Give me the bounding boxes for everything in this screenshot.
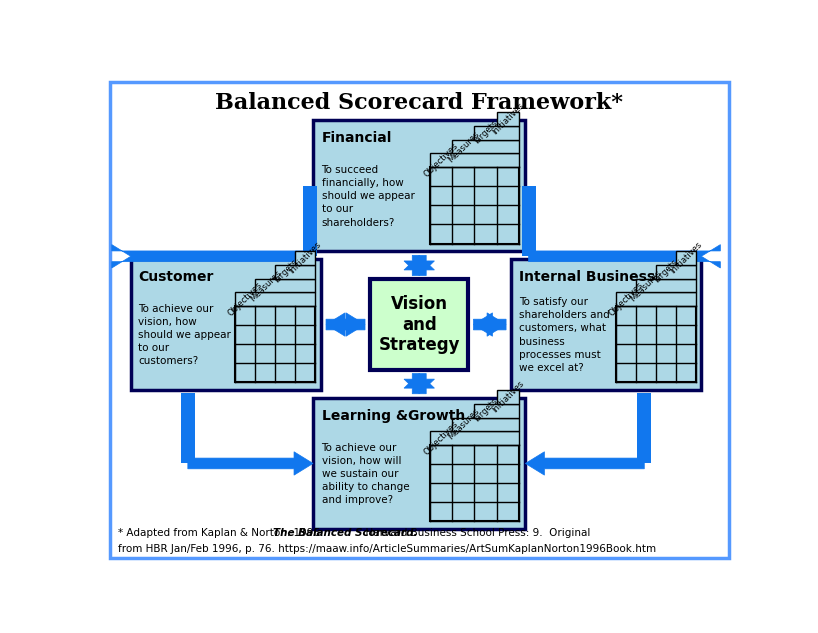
Polygon shape — [112, 244, 310, 268]
Bar — [452, 140, 519, 153]
Polygon shape — [188, 452, 313, 475]
Bar — [497, 390, 519, 404]
Polygon shape — [326, 313, 365, 336]
Bar — [676, 251, 695, 265]
Polygon shape — [404, 255, 434, 275]
Polygon shape — [404, 255, 434, 275]
Text: Targets: Targets — [472, 397, 500, 425]
Bar — [616, 306, 695, 382]
Polygon shape — [474, 313, 506, 336]
Text: To satisfy our
shareholders and
customers, what
business
processes must
we excel: To satisfy our shareholders and customer… — [519, 297, 609, 373]
Bar — [616, 292, 695, 306]
Polygon shape — [474, 313, 506, 336]
Text: To achieve our
vision, how will
we sustain our
ability to change
and improve?: To achieve our vision, how will we susta… — [321, 442, 409, 505]
Bar — [429, 445, 519, 522]
Text: Balanced Scorecard Framework*: Balanced Scorecard Framework* — [215, 92, 623, 114]
Text: Objectives: Objectives — [422, 141, 460, 179]
Bar — [637, 392, 651, 463]
Text: To achieve our
vision, how
should we appear
to our
customers?: To achieve our vision, how should we app… — [138, 304, 231, 367]
Text: Measures: Measures — [446, 407, 481, 442]
Bar — [236, 306, 315, 382]
Text: Learning &Growth: Learning &Growth — [321, 409, 465, 423]
Bar — [313, 120, 525, 251]
Text: Objectives: Objectives — [422, 419, 460, 457]
Text: Initiatives: Initiatives — [287, 241, 323, 276]
Bar — [497, 112, 519, 126]
Text: Internal Business: Internal Business — [519, 270, 655, 284]
Bar — [276, 265, 315, 279]
Bar — [522, 185, 536, 256]
Text: Initiatives: Initiatives — [667, 241, 703, 276]
Bar — [303, 185, 317, 256]
Bar — [474, 126, 519, 140]
Text: Measures: Measures — [628, 268, 663, 303]
Bar — [452, 418, 519, 431]
Text: Objectives: Objectives — [227, 280, 264, 318]
Bar — [429, 167, 519, 244]
Bar — [181, 392, 195, 463]
Polygon shape — [326, 313, 365, 336]
Text: To succeed
financially, how
should we appear
to our
shareholders?: To succeed financially, how should we ap… — [321, 165, 415, 227]
Text: Targets: Targets — [472, 119, 500, 147]
Bar — [511, 259, 701, 391]
Bar — [236, 292, 315, 306]
Text: Measures: Measures — [446, 129, 481, 164]
Polygon shape — [404, 373, 434, 394]
Text: Vision
and
Strategy: Vision and Strategy — [379, 295, 460, 354]
Text: Targets: Targets — [652, 258, 680, 285]
Bar — [429, 153, 519, 167]
Text: Measures: Measures — [248, 268, 283, 303]
Text: Objectives: Objectives — [607, 280, 645, 318]
Bar — [313, 398, 525, 529]
Bar — [474, 404, 519, 418]
Text: Harvard Business School Press: 9.  Original: Harvard Business School Press: 9. Origin… — [359, 528, 591, 538]
Bar — [295, 251, 315, 265]
Text: The Balanced Scorecard.: The Balanced Scorecard. — [273, 528, 418, 538]
Text: Initiatives: Initiatives — [490, 101, 526, 137]
Bar — [429, 431, 519, 445]
Polygon shape — [525, 452, 645, 475]
Text: from HBR Jan/Feb 1996, p. 76. https://maaw.info/ArticleSummaries/ArtSumKaplanNor: from HBR Jan/Feb 1996, p. 76. https://ma… — [118, 544, 656, 554]
Bar — [370, 279, 469, 370]
Text: Customer: Customer — [138, 270, 213, 284]
Bar — [636, 279, 695, 292]
Bar — [255, 279, 315, 292]
Polygon shape — [528, 244, 721, 268]
Text: Initiatives: Initiatives — [490, 379, 526, 415]
Bar — [131, 259, 321, 391]
Bar — [656, 265, 695, 279]
Polygon shape — [404, 373, 434, 394]
Text: Targets: Targets — [272, 258, 299, 285]
Text: Financial: Financial — [321, 131, 392, 145]
Text: * Adapted from Kaplan & Norton. 1996.: * Adapted from Kaplan & Norton. 1996. — [118, 528, 330, 538]
